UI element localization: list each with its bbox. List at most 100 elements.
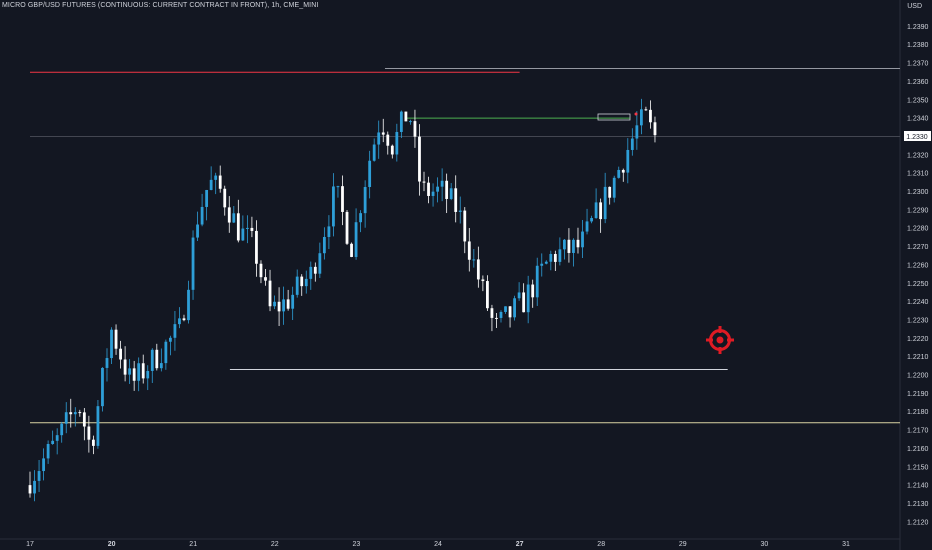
candle-body <box>69 412 73 415</box>
candle-body <box>372 144 376 161</box>
current-price-label: 1.2330 <box>904 131 931 141</box>
candle-body <box>626 149 630 173</box>
candle-body <box>82 412 86 427</box>
candle-body <box>101 367 104 407</box>
candle-body <box>150 349 154 371</box>
price-tick-label: 1.2140 <box>907 483 929 490</box>
candle-body <box>87 426 91 440</box>
candle-body <box>535 265 539 298</box>
candle-body <box>381 132 385 135</box>
position-dot <box>634 112 638 116</box>
candle-body <box>458 210 462 212</box>
candle-body <box>427 182 430 196</box>
candle-body <box>608 186 612 198</box>
candle-body <box>295 276 299 295</box>
candle-body <box>159 363 163 369</box>
candle-body <box>110 329 113 359</box>
candle-body <box>191 237 195 290</box>
candle-body <box>436 186 439 192</box>
price-tick-label: 1.2160 <box>907 446 929 453</box>
candle-body <box>300 276 304 287</box>
candle-body <box>553 253 557 262</box>
candle-body <box>282 299 286 312</box>
price-tick-label: 1.2290 <box>907 207 929 214</box>
candle-body <box>245 227 249 229</box>
candle-body <box>37 471 41 481</box>
candle-body <box>46 443 50 459</box>
candle-body <box>273 301 276 307</box>
candle-body <box>558 249 562 262</box>
candle-body <box>322 236 326 254</box>
candle-body <box>227 207 231 223</box>
candle-body <box>291 294 295 309</box>
candle-body <box>440 180 444 187</box>
candle-body <box>327 226 331 237</box>
time-axis[interactable]: 17 20 21 22 23 24 27 28 29 30 31 <box>26 541 850 548</box>
time-tick-label: 21 <box>189 541 197 548</box>
candle-body <box>114 329 118 349</box>
candle-body <box>341 186 344 212</box>
candle-body <box>141 363 145 379</box>
candle-body <box>472 259 476 261</box>
candle-body <box>259 263 263 278</box>
time-tick-label: 27 <box>516 541 524 548</box>
price-tick-label: 1.2200 <box>907 373 929 380</box>
candle-body <box>78 412 82 414</box>
candle-body <box>590 218 593 222</box>
candle-body <box>422 181 426 183</box>
candle-body <box>137 363 141 381</box>
position-marker <box>597 112 638 121</box>
candle-body <box>368 160 372 188</box>
candle-body <box>96 406 100 446</box>
price-tick-label: 1.2130 <box>907 501 929 508</box>
candle-body <box>132 368 136 381</box>
price-tick-label: 1.2230 <box>907 317 929 324</box>
candle-body <box>463 210 467 242</box>
time-tick-label: 28 <box>597 541 605 548</box>
candle-body <box>513 298 516 318</box>
time-tick-label: 30 <box>761 541 769 548</box>
candle-body <box>164 341 168 364</box>
candle-body <box>173 324 177 338</box>
candle-body <box>236 213 240 241</box>
price-tick-label: 1.2280 <box>907 226 929 233</box>
candle-body <box>196 224 199 238</box>
candle-body <box>562 239 566 250</box>
candle-body <box>639 109 643 126</box>
candle-body <box>495 317 498 319</box>
candle-body <box>332 186 335 227</box>
candle-body <box>345 211 349 244</box>
candle-body <box>490 308 494 318</box>
candle-body <box>363 187 367 214</box>
candle-body <box>617 169 621 178</box>
candle-body <box>309 266 313 279</box>
time-tick-label: 29 <box>679 541 687 548</box>
candle-body <box>205 189 209 207</box>
price-tick-label: 1.2380 <box>907 42 929 49</box>
candle-body <box>119 348 122 360</box>
candle-body <box>635 125 639 139</box>
current-price-text: 1.2330 <box>906 134 928 141</box>
candle-body <box>359 213 363 223</box>
price-axis[interactable]: 1.2390 1.2380 1.2370 1.2360 1.2350 1.2340 1.23… <box>907 24 929 526</box>
price-tick-label: 1.2250 <box>907 281 929 288</box>
candle-body <box>123 359 127 375</box>
candle-body <box>486 281 489 309</box>
candle-body <box>504 306 507 312</box>
price-tick-label: 1.2150 <box>907 464 929 471</box>
candle-body <box>644 109 648 111</box>
currency-unit: USD <box>907 3 922 10</box>
candle-body <box>621 169 625 173</box>
candle-body <box>264 277 267 281</box>
candle-body <box>467 241 471 260</box>
candle-body <box>241 228 245 241</box>
candle-body <box>395 131 399 155</box>
candle-body <box>377 132 381 145</box>
candle-body <box>612 177 616 198</box>
candle-body <box>318 253 322 274</box>
candle-body <box>499 311 503 318</box>
candle-body <box>390 145 394 155</box>
candle-body <box>404 111 408 122</box>
